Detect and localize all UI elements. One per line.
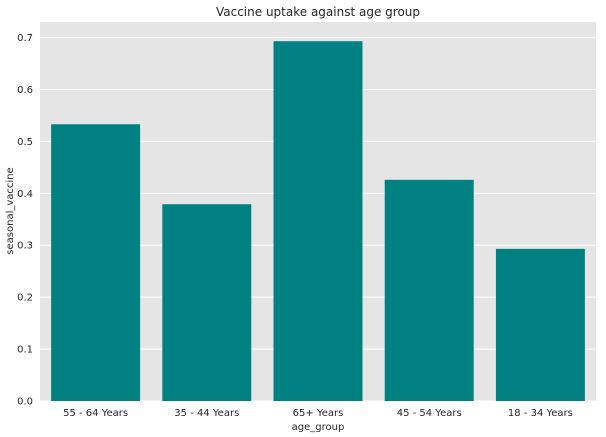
bars (51, 41, 585, 402)
bar (162, 204, 252, 401)
x-axis-ticks: 55 - 64 Years 35 - 44 Years 65+ Years 45 - … (63, 408, 573, 419)
y-tick-label: 0.5 (17, 137, 33, 148)
bar (495, 248, 585, 401)
bar (51, 124, 141, 402)
chart-title: Vaccine uptake against age group (216, 5, 420, 19)
y-tick-label: 0.7 (17, 33, 33, 44)
y-tick-label: 0.4 (17, 189, 33, 200)
bar (273, 41, 363, 401)
x-axis-label: age_group (292, 422, 345, 433)
y-axis-label: seasonal_vaccine (5, 167, 16, 254)
y-tick-label: 0.2 (17, 293, 33, 304)
bar (384, 179, 474, 401)
x-tick-label: 65+ Years (293, 408, 344, 419)
y-axis-ticks: 0.0 0.1 0.2 0.3 0.4 0.5 0.6 0.7 (17, 33, 33, 407)
x-tick-label: 35 - 44 Years (174, 408, 239, 419)
y-tick-label: 0.1 (17, 345, 33, 356)
x-tick-label: 18 - 34 Years (508, 408, 573, 419)
y-tick-label: 0.3 (17, 241, 33, 252)
y-tick-label: 0.6 (17, 85, 33, 96)
y-tick-label: 0.0 (17, 397, 33, 408)
x-tick-label: 45 - 54 Years (397, 408, 462, 419)
x-tick-label: 55 - 64 Years (63, 408, 128, 419)
